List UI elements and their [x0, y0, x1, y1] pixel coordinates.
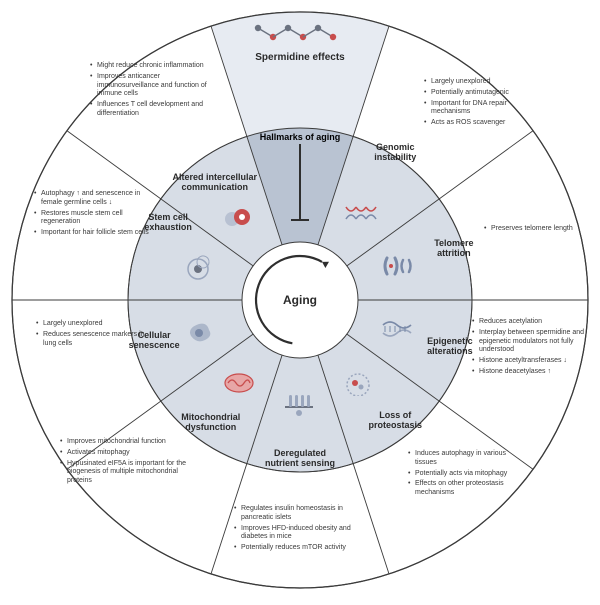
nutrient-icon — [283, 390, 317, 416]
mito-icon — [222, 370, 256, 396]
bullets-mito: Improves mitochondrial functionActivates… — [56, 438, 196, 488]
proteostasis-icon — [344, 370, 378, 396]
hallmarks-subtitle: Hallmarks of aging — [260, 132, 341, 142]
epigenetic-icon — [381, 319, 415, 345]
hallmark-label-intercell: Altered intercellular communication — [171, 173, 259, 193]
hallmark-label-telomere: Telomere attrition — [419, 239, 489, 259]
bullets-telomere: Preserves telomere length — [480, 225, 588, 236]
senescence-icon — [185, 319, 219, 345]
bullets-proteostasis: Induces autophagy in various tissuesPote… — [404, 450, 524, 500]
bullets-nutrient: Regulates insulin homeostasis in pancrea… — [230, 505, 370, 555]
genomic-icon — [344, 204, 378, 230]
hallmark-label-genomic: Genomic instability — [360, 143, 430, 163]
intercell-icon — [222, 204, 256, 230]
stemcell-icon — [185, 255, 219, 281]
bullets-epigenetic: Reduces acetylationInterplay between spe… — [468, 318, 594, 379]
telomere-icon — [381, 255, 415, 281]
bullets-stemcell: Autophagy ↑ and senescence in female ger… — [30, 190, 160, 240]
center-label: Aging — [283, 293, 317, 307]
aging-hallmarks-wheel: Spermidine effects Aging Hallmarks of ag… — [0, 0, 600, 600]
svg-text:Spermidine effects: Spermidine effects — [255, 52, 345, 63]
hallmark-label-proteostasis: Loss of proteostasis — [358, 411, 432, 431]
hallmark-label-mito: Mitochondrial dysfunction — [170, 413, 252, 433]
bullets-senescence: Largely unexploredReduces senescence mar… — [32, 320, 152, 350]
bullets-genomic: Largely unexploredPotentially antimutage… — [420, 78, 540, 130]
bullets-intercell: Might reduce chronic inflammationImprove… — [86, 62, 216, 121]
hallmark-label-nutrient: Deregulated nutrient sensing — [261, 449, 339, 469]
